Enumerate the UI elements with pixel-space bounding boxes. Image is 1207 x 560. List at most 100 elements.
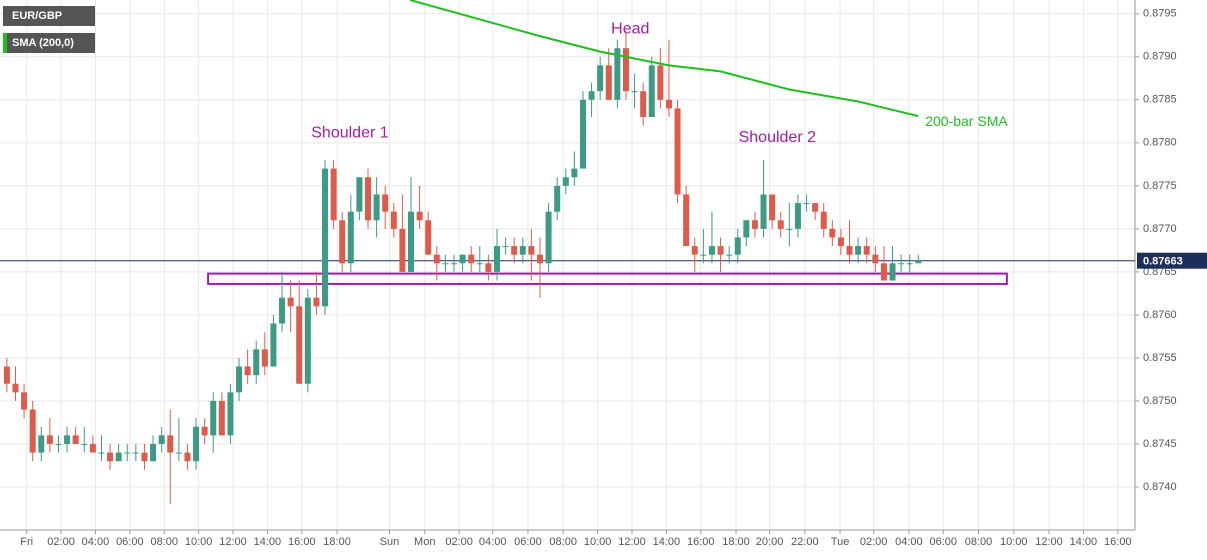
x-tick-label: 02:00	[445, 536, 473, 548]
candle-body	[846, 246, 853, 255]
candle-body	[769, 194, 776, 221]
candle-body	[55, 443, 62, 445]
candle-body	[115, 452, 122, 462]
legend-swatch	[3, 33, 7, 53]
x-tick-label: 02:00	[860, 536, 888, 548]
price-tag-label: 0.87663	[1143, 256, 1183, 268]
candle-body	[184, 452, 191, 462]
x-tick-label: 08:00	[150, 536, 178, 548]
support-zone	[207, 272, 1008, 285]
candle-body	[717, 246, 724, 255]
x-tick-label: Mon	[414, 536, 435, 548]
candle-body	[433, 254, 440, 264]
candle-body	[502, 246, 509, 248]
candle-body	[872, 254, 879, 264]
candle-body	[390, 211, 397, 229]
x-tick-label: 18:00	[722, 536, 750, 548]
annotation: 200-bar SMA	[925, 113, 1008, 129]
sma-line	[409, 0, 919, 118]
candle-body	[898, 263, 905, 265]
x-tick-label: 20:00	[756, 536, 784, 548]
x-tick-label: 12:00	[618, 536, 646, 548]
candle-body	[150, 443, 157, 462]
candle-body	[296, 306, 303, 384]
x-tick-label: 04:00	[895, 536, 923, 548]
candle-body	[786, 228, 793, 230]
x-tick-label: 04:00	[479, 536, 507, 548]
candle-body	[218, 400, 225, 436]
candle-body	[579, 99, 586, 169]
x-tick-label: 12:00	[1035, 536, 1063, 548]
candle-body	[442, 263, 449, 265]
candle-body	[485, 263, 492, 272]
candle-body	[536, 254, 543, 264]
x-tick-label: 18:00	[323, 536, 351, 548]
candle-body	[726, 254, 733, 256]
candle-body	[347, 211, 354, 264]
candle-body	[399, 228, 406, 272]
candle-body	[863, 246, 870, 255]
candle-body	[451, 263, 457, 265]
candle-body	[201, 426, 208, 436]
x-tick-label: 04:00	[82, 536, 110, 548]
candle-body	[98, 452, 105, 454]
x-tick-label: 16:00	[288, 536, 316, 548]
x-tick-label: 10:00	[185, 536, 213, 548]
candle-body	[193, 426, 200, 462]
x-tick-label: 06:00	[929, 536, 957, 548]
legend-box	[3, 33, 95, 53]
candle-body	[468, 254, 475, 264]
candle-body	[734, 237, 741, 255]
candle-body	[743, 220, 750, 238]
candle-body	[132, 452, 139, 454]
candle-body	[339, 220, 346, 264]
y-tick-label: 0.8785	[1143, 94, 1177, 106]
candle-body	[21, 392, 28, 410]
candle-body	[657, 65, 664, 100]
candle-body	[751, 220, 758, 229]
candle-body	[691, 246, 698, 255]
candle-body	[12, 383, 19, 393]
x-tick-label: Fri	[20, 536, 33, 548]
candle-body	[322, 168, 329, 307]
candle-body	[803, 203, 810, 205]
candle-body	[562, 177, 569, 186]
candle-body	[571, 168, 578, 178]
y-tick-label: 0.8765	[1143, 266, 1177, 278]
candle-body	[880, 263, 887, 281]
candle-body	[674, 108, 681, 195]
candle-body	[64, 435, 71, 444]
candle-body	[554, 185, 561, 212]
x-tick-label: 08:00	[965, 536, 993, 548]
candle-body	[493, 246, 500, 272]
candle-body	[261, 349, 268, 367]
annotation: Shoulder 1	[311, 125, 388, 142]
legend-label: EUR/GBP	[12, 10, 62, 22]
candle-body	[270, 323, 277, 367]
candle-body	[829, 228, 836, 238]
candle-body	[287, 297, 294, 307]
y-tick-label: 0.8760	[1143, 309, 1177, 321]
candle-body	[700, 254, 707, 256]
candle-body	[545, 211, 552, 264]
candle-body	[175, 452, 182, 454]
plot-area	[0, 0, 1135, 505]
candle-body	[124, 452, 131, 454]
candle-body	[330, 168, 337, 221]
candle-body	[760, 194, 767, 229]
candle-body	[244, 366, 251, 376]
candle-body	[906, 263, 913, 265]
x-tick-label: 16:00	[687, 536, 715, 548]
y-tick-label: 0.8790	[1143, 51, 1177, 63]
x-tick-label: Tue	[831, 536, 850, 548]
candle-body	[794, 203, 801, 229]
x-tick-label: 14:00	[653, 536, 681, 548]
candle-body	[356, 177, 363, 212]
candle-body	[210, 400, 217, 436]
candle-body	[81, 443, 88, 445]
x-tick-label: 22:00	[791, 536, 819, 548]
x-tick-label: 12:00	[219, 536, 247, 548]
candle-body	[167, 435, 174, 453]
x-tick-label: 14:00	[254, 536, 282, 548]
